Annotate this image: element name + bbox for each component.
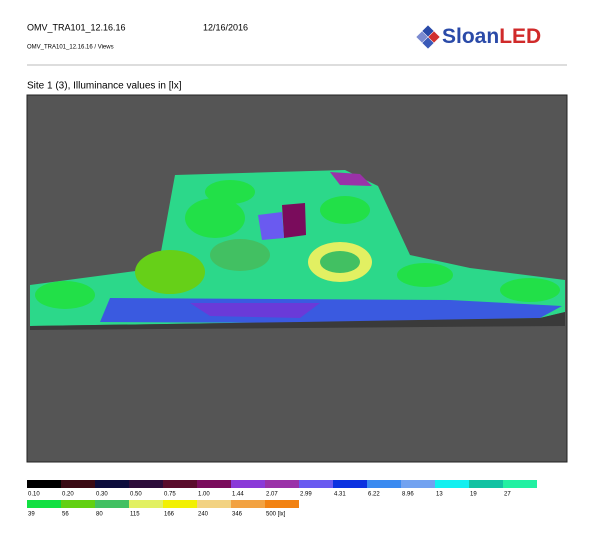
light-pool <box>500 278 560 302</box>
legend-label: 0.50 <box>130 492 142 498</box>
legend-label: 0.75 <box>164 492 176 498</box>
legend-label: 115 <box>130 512 140 518</box>
legend-label: 80 <box>96 512 103 518</box>
legend-label: 166 <box>164 512 175 518</box>
legend-label: 2.07 <box>266 492 278 498</box>
legend-label: 0.30 <box>96 492 108 498</box>
report-date: 12/16/2016 <box>203 22 248 32</box>
legend-label: 13 <box>436 492 443 498</box>
light-pool <box>320 196 370 224</box>
legend-swatch <box>367 480 401 488</box>
building <box>282 203 306 238</box>
legend-label: 1.00 <box>198 492 210 498</box>
legend-swatch <box>163 500 197 508</box>
building-side <box>258 212 284 240</box>
legend-swatch <box>197 480 231 488</box>
logo-part: Sloan <box>442 25 499 48</box>
legend-swatch <box>231 480 265 488</box>
light-pool <box>35 281 95 309</box>
legend-label: 19 <box>470 492 477 498</box>
light-pool <box>205 180 255 204</box>
legend-label: 1.44 <box>232 492 244 498</box>
legend-label: 346 <box>232 512 243 518</box>
legend-swatch <box>435 480 469 488</box>
legend: 0.10 0.20 0.30 0.50 0.75 1.00 1.44 2.07 2.99 4.31… <box>27 480 537 518</box>
report-subtitle: OMV_TRA101_12.16.16 / Views <box>27 45 114 51</box>
legend-swatch <box>333 480 367 488</box>
legend-label: 56 <box>62 512 69 518</box>
legend-label: 0.20 <box>62 492 74 498</box>
legend-swatch <box>265 500 299 508</box>
legend-label: 2.99 <box>300 492 312 498</box>
light-pool <box>397 263 453 287</box>
legend-swatch <box>503 480 537 488</box>
light-pool <box>185 198 245 238</box>
legend-swatch <box>299 480 333 488</box>
legend-swatch <box>95 480 129 488</box>
view-title: Site 1 (3), Illuminance values in [lx] <box>27 81 182 92</box>
light-pool <box>320 251 360 273</box>
legend-label: 4.31 <box>334 492 346 498</box>
rendering <box>26 94 568 463</box>
legend-swatch <box>27 480 61 488</box>
logo-part: LED <box>499 25 541 48</box>
light-pool <box>135 250 205 294</box>
legend-label: 6.22 <box>368 492 380 498</box>
legend-swatch <box>401 480 435 488</box>
light-pool <box>210 239 270 271</box>
legend-label: 0.10 <box>28 492 40 498</box>
legend-swatch <box>163 480 197 488</box>
curb <box>30 312 565 330</box>
legend-swatch <box>129 480 163 488</box>
legend-label: 240 <box>198 512 209 518</box>
legend-swatch <box>231 500 265 508</box>
legend-swatch <box>61 500 95 508</box>
legend-swatch <box>197 500 231 508</box>
legend-label: 27 <box>504 492 511 498</box>
legend-label: 500 [lx] <box>266 512 286 518</box>
legend-label: 39 <box>28 512 35 518</box>
project-name: OMV_TRA101_12.16.16 <box>27 22 126 32</box>
logo-text: SloanLED <box>442 25 541 48</box>
legend-swatch <box>469 480 503 488</box>
legend-label: 8.96 <box>402 492 414 498</box>
legend-swatch <box>265 480 299 488</box>
site-edge-dark <box>190 303 320 318</box>
legend-swatch <box>129 500 163 508</box>
legend-swatch <box>27 500 61 508</box>
logo-icon <box>416 25 440 49</box>
legend-swatch <box>95 500 129 508</box>
canopy-shadow <box>330 172 372 186</box>
legend-swatch <box>61 480 95 488</box>
